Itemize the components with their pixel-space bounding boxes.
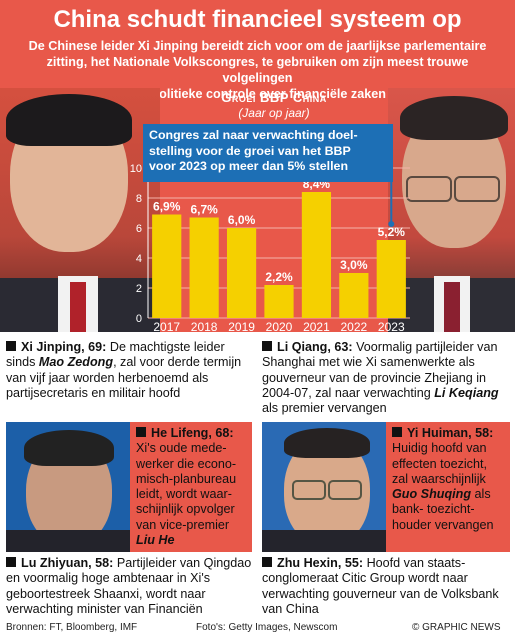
data-label: 2,2% [265, 270, 293, 284]
chart-subtitle: (Jaar op jaar) [238, 106, 310, 120]
bio-text: als bank- toezicht-houder vervangen [392, 487, 494, 532]
xi-jinping-photo [0, 88, 160, 332]
footer-photo-credits: Foto's: Getty Images, Newscom [196, 622, 338, 633]
data-label: 6,7% [190, 203, 218, 217]
bio-name: Zhu Hexin, 55: [277, 556, 364, 570]
data-label: 5,2% [378, 225, 406, 239]
bio-name: Yi Huiman, 58: [407, 426, 494, 440]
bio-emphasis: Mao Zedong [38, 355, 114, 370]
header-panel: China schudt financieel systeem op De Ch… [0, 0, 515, 332]
x-tick-label: 2022 [341, 320, 368, 332]
annotation-line: voor 2023 op meer dan 5% stellen [149, 159, 349, 173]
chart-annotation: Congres zal naar verwachting doel- stell… [143, 124, 393, 182]
bio-name: He Lifeng, 68: [151, 426, 234, 440]
data-label: 3,0% [340, 258, 368, 272]
y-tick-label: 0 [136, 313, 142, 325]
y-tick-label: 6 [136, 223, 142, 235]
yi-huiman-photo [262, 422, 386, 552]
bullet-square-icon [6, 557, 16, 567]
bio-name: Xi Jinping, 69: [21, 340, 107, 354]
bio-emphasis: Liu He [136, 533, 175, 548]
bar [376, 240, 406, 318]
bullet-square-icon [6, 341, 16, 351]
data-label: 6,0% [228, 213, 256, 227]
intro-line: De Chinese leider Xi Jinping bereidt zic… [28, 39, 487, 53]
intro-line: zitting, het Nationale Volkscongres, te … [46, 55, 469, 85]
bar [189, 217, 219, 318]
x-tick-label: 2018 [191, 320, 218, 332]
x-tick-label: 2019 [228, 320, 255, 332]
bio-text: Partijleider van Qingdao en voormalig ho… [6, 556, 252, 616]
bio-emphasis: Guo Shuqing [392, 487, 472, 502]
page-title: China schudt financieel systeem op [53, 6, 462, 33]
yi-huiman-panel: Yi Huiman, 58: Huidig hoofd van effecten… [386, 422, 510, 552]
bar [301, 192, 332, 318]
y-tick-label: 10 [130, 163, 142, 175]
bio-li-qiang: Li Qiang, 63: Voormalig partijleider van… [262, 340, 510, 416]
annotation-pointer-dot [388, 221, 395, 227]
x-tick-label: 2023 [378, 320, 405, 332]
annotation-line: Congres zal naar verwachting doel- [149, 128, 358, 142]
bar [226, 228, 257, 318]
bio-zhu-hexin: Zhu Hexin, 55: Hoofd van staats-conglome… [262, 556, 512, 617]
x-tick-label: 2017 [153, 320, 180, 332]
bio-xi-jinping: Xi Jinping, 69: De machtigste leider sin… [6, 340, 251, 401]
bio-text: Voormalig partijleider van Shanghai met … [262, 340, 498, 400]
bullet-square-icon [392, 427, 402, 437]
y-tick-label: 8 [136, 193, 142, 205]
bio-name: Lu Zhiyuan, 58: [21, 556, 114, 570]
chart-title: Groei BBP China [221, 90, 327, 105]
y-tick-label: 2 [136, 283, 142, 295]
x-tick-label: 2020 [266, 320, 293, 332]
x-tick-label: 2021 [303, 320, 330, 332]
footer-sources: Bronnen: FT, Bloomberg, IMF [6, 622, 138, 633]
bar [152, 214, 182, 318]
bio-text: Xi's oude mede-werker die econo-misch-pl… [136, 441, 237, 532]
bio-text: Huidig hoofd van effecten toezicht, zal … [392, 441, 487, 486]
bio-yi-huiman: Yi Huiman, 58: Huidig hoofd van effecten… [392, 426, 506, 533]
bullet-square-icon [262, 557, 272, 567]
bio-text: als premier vervangen [262, 401, 387, 416]
annotation-line: stelling voor de groei van het BBP [149, 143, 351, 158]
bullet-square-icon [136, 427, 146, 437]
he-lifeng-panel: He Lifeng, 68: Xi's oude mede-werker die… [130, 422, 252, 552]
bar [264, 285, 294, 318]
bio-text: , zal voor derde termijn van vijf jaar w… [6, 355, 242, 400]
bar [339, 273, 369, 318]
bio-text: De machtigste leider sinds [6, 340, 225, 370]
bio-he-lifeng: He Lifeng, 68: Xi's oude mede-werker die… [136, 426, 248, 548]
li-qiang-photo [388, 88, 515, 332]
data-label: 6,9% [153, 200, 181, 214]
y-tick-label: 4 [136, 253, 142, 265]
bullet-square-icon [262, 341, 272, 351]
footer-brand: © GRAPHIC NEWS [412, 622, 501, 633]
bio-emphasis: Li Keqiang [434, 385, 499, 400]
gdp-growth-chart: 02468106,9%20176,7%20186,0%20192,2%20208… [130, 163, 410, 332]
bio-name: Li Qiang, 63: [277, 340, 353, 354]
he-lifeng-photo [6, 422, 130, 552]
bio-text: Hoofd van staats-conglomeraat Citic Grou… [262, 556, 499, 616]
bio-lu-zhiyuan: Lu Zhiyuan, 58: Partijleider van Qingdao… [6, 556, 256, 617]
